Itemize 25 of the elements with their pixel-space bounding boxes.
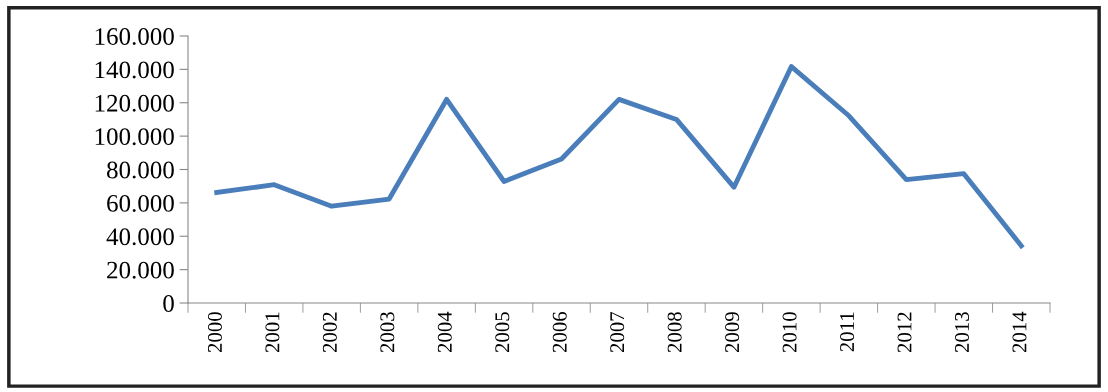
y-tick-label: 60.000 bbox=[107, 194, 174, 212]
x-tick-label: 2004 bbox=[437, 311, 452, 353]
x-tick-label: 2005 bbox=[495, 312, 510, 353]
line-series bbox=[214, 64, 1024, 249]
y-tick-label: 40.000 bbox=[106, 228, 174, 246]
y-tick-label: 160.000 bbox=[95, 28, 174, 46]
x-tick-label: 2000 bbox=[207, 312, 222, 353]
x-tick-label: 2009 bbox=[725, 312, 740, 353]
x-tick-label: 2012 bbox=[897, 312, 912, 353]
x-tick-label: 2007 bbox=[610, 311, 625, 353]
x-tick-label: 2001 bbox=[265, 312, 280, 353]
x-tick-label: 2014 bbox=[1012, 311, 1027, 353]
x-tick-label: 2002 bbox=[322, 312, 337, 353]
y-tick-label: 0 bbox=[163, 295, 174, 312]
x-tick-label: 2013 bbox=[954, 312, 970, 353]
x-tick-label: 2003 bbox=[380, 312, 395, 353]
y-tick-label: 100.000 bbox=[95, 128, 174, 146]
y-tick-label: 80.000 bbox=[107, 161, 174, 179]
x-tick-label: 2011 bbox=[840, 312, 855, 352]
y-tick-label: 120.000 bbox=[95, 94, 174, 112]
y-tick-label: 20.000 bbox=[107, 261, 174, 279]
x-tick-label: 2010 bbox=[782, 312, 797, 353]
x-tick-label: 2008 bbox=[667, 312, 682, 353]
x-tick-label: 2006 bbox=[552, 311, 567, 353]
y-tick-label: 140.000 bbox=[95, 61, 174, 79]
